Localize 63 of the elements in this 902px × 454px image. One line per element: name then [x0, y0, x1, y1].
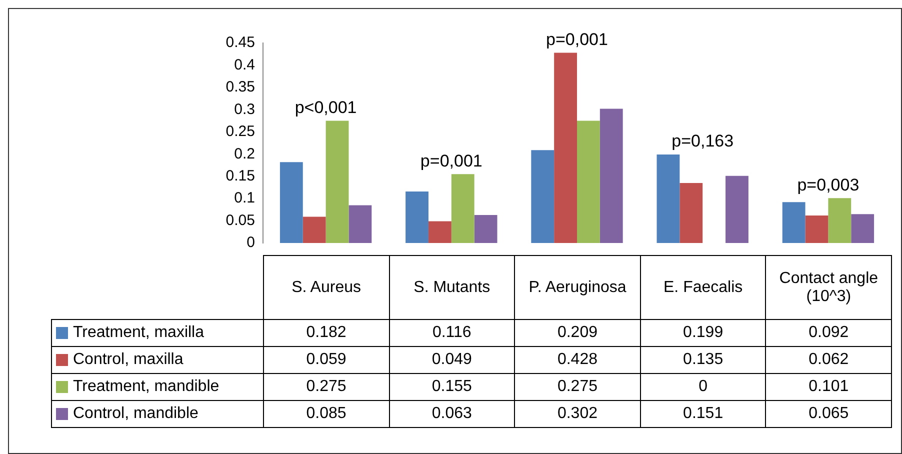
- bar: [782, 202, 806, 243]
- y-tick-label: 0.35: [226, 78, 255, 96]
- y-tick-label: 0.3: [234, 100, 255, 118]
- legend-label: Treatment, maxilla: [73, 324, 204, 341]
- data-label: 0.151: [640, 400, 766, 428]
- data-label: 0.062: [766, 346, 892, 374]
- y-tick-label: 0.25: [226, 123, 255, 140]
- data-label: 0.085: [264, 400, 390, 428]
- bar: [406, 191, 428, 243]
- data-label: 0.049: [389, 346, 515, 374]
- bar: [280, 162, 303, 243]
- bar: [451, 174, 474, 243]
- data-label: 0.155: [389, 374, 515, 400]
- bar: [326, 120, 349, 243]
- annotation: p=0,003: [797, 175, 860, 194]
- bar: [474, 215, 498, 243]
- data-label: 0.116: [389, 320, 515, 346]
- bar: [428, 221, 452, 243]
- bar: [302, 216, 326, 243]
- legend-label: Treatment, mandible: [73, 378, 220, 395]
- bar: [600, 108, 623, 243]
- bar: [531, 150, 554, 243]
- data-label: 0.209: [514, 320, 640, 346]
- annotation: p=0,163: [672, 132, 734, 151]
- data-label: 0.135: [640, 346, 766, 374]
- annotation: p=0,001: [546, 30, 608, 49]
- data-label: 0.182: [264, 320, 390, 346]
- data-label: 0.101: [766, 374, 892, 400]
- data-label: 0.302: [514, 400, 640, 428]
- y-tick-label: 0.45: [226, 34, 255, 52]
- data-label: 0.092: [766, 320, 892, 346]
- bar: [680, 183, 703, 243]
- y-tick-label: 0.15: [226, 167, 255, 184]
- data-label: 0.199: [640, 320, 766, 346]
- bar: [348, 205, 372, 243]
- y-tick-label: 0.4: [234, 56, 255, 74]
- y-tick-label: 0.2: [234, 145, 255, 162]
- y-tick-label: 0.05: [226, 212, 255, 229]
- data-label: 0.275: [264, 374, 390, 400]
- y-tick-label: 0: [246, 234, 255, 252]
- data-label: 0: [640, 374, 766, 400]
- legend-label: Control, mandible: [73, 405, 198, 422]
- legend-label: Control, maxilla: [73, 351, 184, 368]
- data-label: 0.428: [514, 346, 640, 374]
- bar: [726, 176, 748, 243]
- x-tick-label: P. Aeruginosa: [514, 256, 640, 320]
- x-tick-label: S. Aureus: [264, 256, 390, 320]
- annotation: p<0,001: [294, 98, 357, 117]
- x-tick-label: Contact angle (10^3): [766, 256, 892, 320]
- bar: [828, 198, 852, 243]
- data-label: 0.275: [514, 374, 640, 400]
- data-label: 0.063: [389, 400, 515, 428]
- bar: [577, 120, 600, 243]
- x-tick-label: S. Mutants: [389, 256, 515, 320]
- bar: [851, 214, 874, 243]
- bar: [805, 215, 828, 243]
- annotation: p=0,001: [420, 151, 482, 170]
- y-tick-label: 0.1: [234, 190, 255, 207]
- bar: [656, 154, 680, 243]
- bar: [554, 52, 577, 243]
- data-label: 0.059: [264, 346, 390, 374]
- data-label: 0.065: [766, 400, 892, 428]
- x-tick-label: E. Faecalis: [640, 256, 766, 320]
